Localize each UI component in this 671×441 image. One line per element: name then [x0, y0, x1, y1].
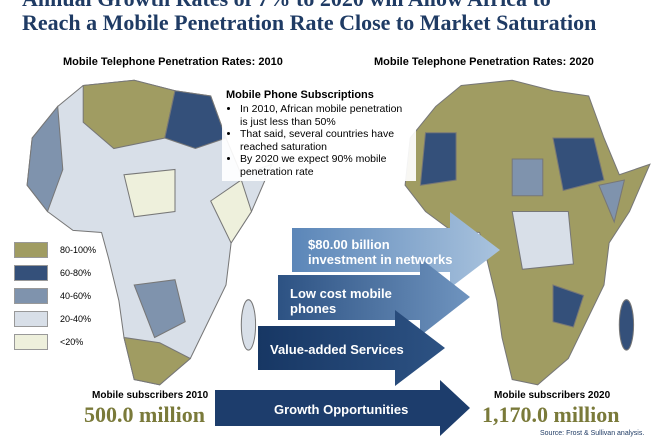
callout: Mobile Phone Subscriptions In 2010, Afri…	[222, 86, 416, 181]
subscribers-value: 1,170.0 million	[482, 402, 620, 427]
legend-item: 60-80%	[14, 261, 96, 284]
legend-label: 80-100%	[60, 244, 97, 255]
map-2010	[26, 79, 273, 386]
callout-title: Mobile Phone Subscriptions	[226, 89, 374, 101]
legend-item: 80-100%	[14, 238, 96, 261]
legend-item: 20-40%	[14, 307, 96, 330]
subscribers-value: 500.0 million	[84, 402, 206, 427]
bullet: That said, several countries have reache…	[240, 128, 412, 153]
map-title: Mobile Telephone Penetration Rates: 2020	[374, 56, 594, 68]
subscribers-label: Mobile subscribers 2020	[494, 390, 611, 401]
source: Source: Frost & Sullivan analysis.	[540, 430, 645, 437]
arrow-label: Low cost mobile phones	[290, 286, 392, 316]
arrow-label: Value-added Services	[270, 342, 404, 357]
legend-swatch	[14, 310, 48, 327]
title: Annual Growth Rates of 7% to 2020 will A…	[22, 0, 551, 12]
legend-label: 20-40%	[60, 313, 92, 324]
bullet: In 2010, African mobile penetration is j…	[240, 103, 412, 128]
arrow-label: $80.00 billion investment in networks	[308, 237, 453, 267]
map-2020	[404, 79, 651, 386]
arrow	[258, 310, 445, 386]
title: Reach a Mobile Penetration Rate Close to…	[22, 10, 597, 35]
legend-item: <20%	[14, 330, 96, 353]
legend-swatch	[14, 333, 48, 350]
map-title: Mobile Telephone Penetration Rates: 2010	[63, 56, 283, 68]
legend-swatch	[14, 241, 48, 258]
bullet-list: In 2010, African mobile penetration is j…	[226, 103, 412, 178]
legend-swatch	[14, 264, 48, 281]
legend-item: 40-60%	[14, 284, 96, 307]
legend-swatch	[14, 287, 48, 304]
subscribers-label: Mobile subscribers 2010	[92, 390, 209, 401]
arrow-label: Growth Opportunities	[274, 402, 409, 417]
legend-label: <20%	[60, 336, 84, 347]
legend-label: 60-80%	[60, 267, 92, 278]
legend: 80-100% 60-80% 40-60% 20-40% <20%	[14, 238, 96, 353]
bullet: By 2020 we expect 90% mobile penetration…	[240, 153, 412, 178]
legend-label: 40-60%	[60, 290, 92, 301]
arrow	[278, 258, 470, 336]
arrow	[292, 212, 500, 288]
arrow	[215, 380, 470, 436]
